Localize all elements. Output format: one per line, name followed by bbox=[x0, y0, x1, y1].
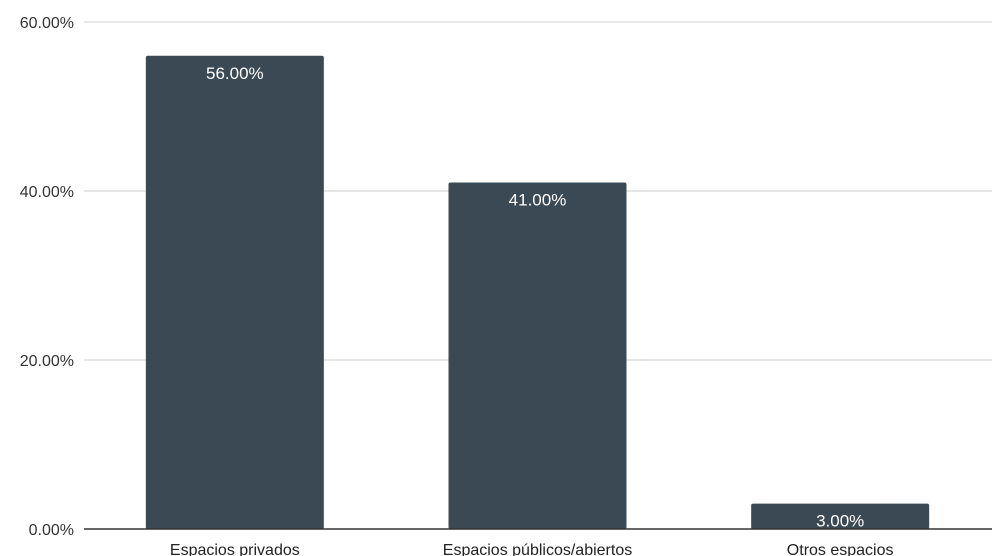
y-axis-tick-labels: 0.00% 20.00% 40.00% 60.00% bbox=[20, 15, 74, 539]
x-axis-category-labels: Espacios privados Espacios públicos/abier… bbox=[170, 542, 894, 556]
x-category-label: Espacios públicos/abiertos bbox=[443, 542, 632, 556]
bars bbox=[146, 56, 929, 529]
data-label: 3.00% bbox=[816, 512, 864, 531]
data-label: 56.00% bbox=[206, 64, 264, 83]
y-tick-label: 0.00% bbox=[29, 522, 74, 539]
y-tick-label: 60.00% bbox=[20, 15, 74, 32]
data-label: 41.00% bbox=[509, 191, 567, 210]
x-category-label: Otros espacios bbox=[787, 542, 894, 556]
x-category-label: Espacios privados bbox=[170, 542, 300, 556]
y-tick-label: 40.00% bbox=[20, 184, 74, 201]
y-tick-label: 20.00% bbox=[20, 353, 74, 370]
bar bbox=[449, 183, 627, 529]
bar bbox=[146, 56, 324, 529]
